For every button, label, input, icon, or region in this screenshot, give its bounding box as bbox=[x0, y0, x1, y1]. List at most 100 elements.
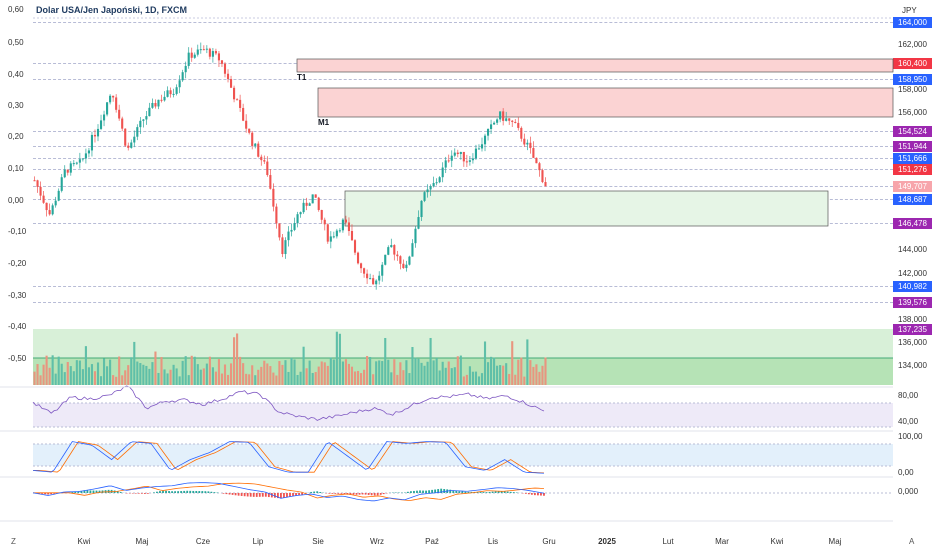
candle bbox=[223, 63, 227, 74]
stoch-k-line bbox=[32, 441, 544, 474]
macd-histogram-bar bbox=[367, 493, 370, 495]
macd-histogram-bar bbox=[283, 493, 285, 498]
volume-bar bbox=[396, 374, 399, 385]
candle bbox=[87, 150, 90, 154]
candle bbox=[60, 177, 63, 191]
volume-bar bbox=[359, 373, 363, 385]
candle bbox=[523, 138, 526, 145]
macd-histogram-bar bbox=[98, 490, 101, 493]
time-axis-label: Lip bbox=[252, 537, 264, 546]
volume-bar bbox=[87, 367, 90, 385]
macd-histogram-bar bbox=[119, 492, 122, 493]
price-axis-tick: 158,000 bbox=[898, 85, 927, 94]
volume-bar bbox=[453, 367, 456, 385]
macd-histogram-bar bbox=[258, 493, 261, 497]
macd-histogram-bar bbox=[301, 493, 304, 495]
macd-histogram-bar bbox=[343, 493, 346, 495]
candle bbox=[423, 192, 426, 201]
volume-bar bbox=[532, 366, 535, 385]
candle bbox=[145, 116, 148, 120]
candle bbox=[429, 186, 432, 190]
candle bbox=[529, 142, 532, 149]
volume-bar bbox=[84, 346, 87, 385]
price-badge: 158,950 bbox=[893, 74, 932, 85]
candle bbox=[390, 245, 393, 248]
auto-scale-icon[interactable]: A bbox=[909, 537, 915, 546]
macd-histogram-bar bbox=[461, 491, 464, 493]
macd-histogram-bar bbox=[419, 490, 421, 493]
macd-histogram-bar bbox=[77, 491, 80, 493]
candle bbox=[347, 222, 351, 232]
macd-histogram-bar bbox=[89, 490, 92, 493]
volume-bar bbox=[284, 360, 287, 385]
timezone-icon[interactable]: Z bbox=[11, 537, 16, 546]
stoch-axis-100: 100,00 bbox=[898, 432, 923, 441]
volume-bar bbox=[417, 358, 420, 385]
currency-label: JPY bbox=[902, 6, 917, 15]
macd-histogram-bar bbox=[376, 493, 379, 496]
volume-bar bbox=[184, 356, 187, 385]
volume-bar bbox=[166, 373, 169, 385]
candle bbox=[163, 96, 166, 101]
left-axis-tick: 0,30 bbox=[8, 101, 24, 110]
candle bbox=[402, 263, 405, 269]
candle bbox=[541, 170, 544, 183]
volume-bar bbox=[402, 370, 405, 385]
price-badge: 140,982 bbox=[893, 281, 932, 292]
candle bbox=[78, 159, 81, 163]
candle bbox=[317, 197, 320, 210]
volume-bar bbox=[483, 341, 487, 385]
volume-bar bbox=[45, 355, 48, 385]
price-axis-tick: 162,000 bbox=[898, 40, 927, 49]
macd-histogram-bar bbox=[137, 493, 140, 494]
stoch-d-line bbox=[33, 441, 544, 474]
candle bbox=[356, 252, 360, 264]
macd-histogram-bar bbox=[355, 493, 358, 495]
candle bbox=[169, 90, 172, 95]
volume-bar bbox=[142, 364, 145, 385]
candle bbox=[405, 264, 408, 269]
candle bbox=[75, 162, 78, 164]
candle bbox=[483, 135, 487, 145]
candle bbox=[102, 114, 106, 121]
macd-histogram-bar bbox=[180, 491, 183, 493]
macd-histogram-bar bbox=[38, 493, 40, 494]
volume-bar bbox=[36, 364, 39, 385]
volume-bar bbox=[323, 362, 326, 385]
candle bbox=[154, 103, 157, 107]
macd-histogram-bar bbox=[198, 491, 201, 493]
macd-histogram-bar bbox=[524, 493, 527, 494]
macd-histogram-bar bbox=[153, 492, 155, 493]
volume-bar bbox=[496, 365, 499, 385]
price-line bbox=[33, 131, 893, 132]
volume-bar bbox=[124, 370, 127, 385]
macd-histogram-bar bbox=[458, 491, 461, 493]
volume-bar bbox=[305, 368, 308, 385]
price-line bbox=[33, 186, 893, 187]
price-badge: 146,478 bbox=[893, 218, 932, 229]
candle bbox=[441, 167, 444, 178]
price-axis-tick: 136,000 bbox=[898, 338, 927, 347]
volume-bar bbox=[411, 346, 414, 385]
candle bbox=[462, 151, 465, 162]
macd-histogram-bar bbox=[379, 493, 382, 495]
candle bbox=[468, 160, 471, 162]
macd-histogram-bar bbox=[443, 489, 446, 493]
macd-histogram-bar bbox=[452, 490, 455, 493]
volume-bar bbox=[242, 363, 245, 385]
volume-bar bbox=[106, 366, 109, 385]
macd-histogram-bar bbox=[143, 493, 146, 494]
zone-label-m1: M1 bbox=[318, 118, 330, 127]
volume-bar bbox=[39, 375, 42, 385]
price-badge: 148,687 bbox=[893, 194, 932, 205]
macd-histogram-bar bbox=[240, 493, 243, 496]
volume-bar bbox=[471, 371, 474, 385]
candle bbox=[444, 160, 447, 168]
volume-bar bbox=[375, 361, 378, 385]
candle bbox=[517, 122, 520, 128]
macd-histogram-bar bbox=[140, 493, 143, 494]
candle bbox=[453, 152, 456, 156]
volume-bar bbox=[121, 375, 124, 385]
price-line bbox=[33, 169, 893, 170]
